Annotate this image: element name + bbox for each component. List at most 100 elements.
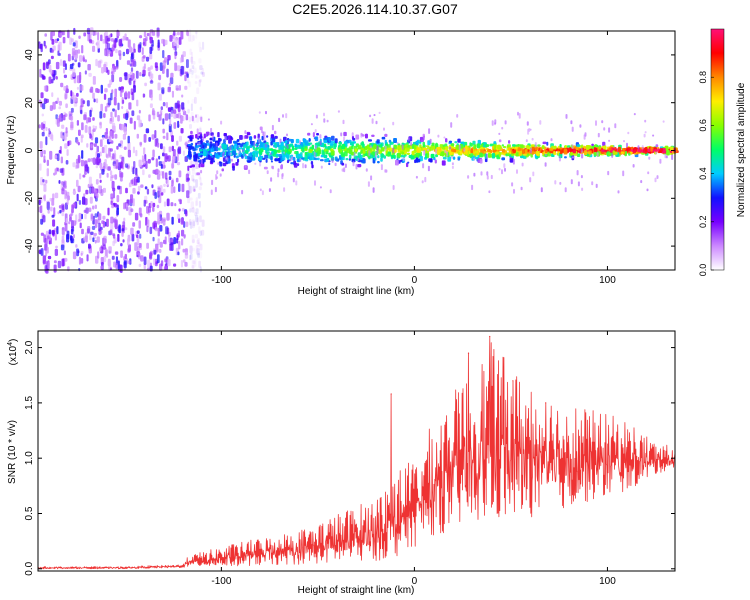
heatmap-cell [601, 120, 604, 124]
heatmap-cell [338, 145, 341, 147]
heatmap-cell [272, 137, 276, 143]
heatmap-cell [166, 198, 170, 207]
heatmap-cell [188, 220, 191, 226]
heatmap-cell [58, 180, 61, 184]
heatmap-cell [160, 143, 163, 150]
heatmap-cell [162, 118, 165, 125]
heatmap-cell [189, 165, 193, 168]
y-tick-label: 40 [24, 49, 35, 61]
heatmap-cell [263, 166, 268, 170]
heatmap-cell [85, 207, 89, 214]
heatmap-cell [406, 162, 409, 168]
heatmap-cell [77, 250, 80, 254]
heatmap-cell [87, 32, 91, 42]
x-tick-label: 100 [599, 576, 616, 587]
heatmap-cell [165, 226, 169, 235]
heatmap-cell [286, 160, 290, 164]
heatmap-cell [180, 115, 183, 124]
heatmap-cell [236, 142, 241, 145]
heatmap-cell [326, 158, 330, 162]
heatmap-cell [647, 148, 651, 152]
spectrogram-y-label: Frequency (Hz) [6, 116, 17, 185]
heatmap-cell [108, 34, 111, 39]
heatmap-cell [112, 108, 115, 112]
heatmap-cell [289, 157, 292, 162]
heatmap-cell [162, 188, 166, 193]
heatmap-cell [43, 40, 46, 47]
heatmap-cell [99, 247, 102, 252]
heatmap-cell [56, 97, 60, 103]
heatmap-cell [408, 155, 412, 158]
heatmap-cell [430, 153, 435, 159]
heatmap-cell [197, 238, 200, 245]
heatmap-cell [157, 170, 160, 174]
heatmap-cell [82, 196, 86, 205]
heatmap-cell [108, 50, 111, 54]
heatmap-cell [183, 234, 186, 239]
heatmap-cell [146, 242, 149, 249]
heatmap-cell [655, 151, 658, 155]
heatmap-cell [376, 145, 379, 151]
heatmap-cell [611, 153, 614, 158]
heatmap-cell [437, 149, 441, 154]
heatmap-cell [72, 234, 75, 239]
heatmap-cell [180, 30, 184, 40]
heatmap-cell [48, 76, 52, 84]
heatmap-cell [115, 159, 119, 167]
heatmap-cell [457, 151, 461, 155]
heatmap-cell [409, 144, 413, 150]
heatmap-cell [325, 145, 327, 149]
heatmap-cell [55, 114, 58, 120]
heatmap-cell [539, 147, 542, 151]
heatmap-cell [202, 136, 204, 142]
heatmap-cell [246, 133, 251, 136]
heatmap-cell [100, 189, 104, 196]
heatmap-cell [94, 190, 98, 197]
heatmap-cell [656, 175, 659, 179]
heatmap-cell [52, 219, 56, 227]
heatmap-cell [597, 132, 600, 138]
heatmap-cell [488, 190, 491, 194]
heatmap-cell [195, 244, 199, 254]
heatmap-cell [176, 152, 179, 162]
heatmap-cell [454, 141, 458, 144]
heatmap-cell [119, 124, 124, 131]
heatmap-cell [196, 217, 199, 226]
heatmap-cell [157, 39, 160, 48]
heatmap-cell [88, 126, 92, 135]
heatmap-cell [422, 163, 425, 169]
heatmap-cell [541, 145, 545, 149]
heatmap-cell [368, 150, 371, 157]
heatmap-cell [125, 203, 129, 212]
heatmap-cell [480, 171, 483, 176]
heatmap-cell [111, 255, 115, 260]
heatmap-cell [621, 151, 625, 154]
heatmap-cell [564, 187, 567, 193]
heatmap-cell [96, 40, 100, 49]
heatmap-cell [354, 148, 357, 152]
heatmap-cell [102, 39, 106, 44]
heatmap-cell [138, 220, 141, 229]
heatmap-cell [280, 157, 283, 162]
heatmap-cell [244, 165, 247, 168]
heatmap-cell [124, 253, 127, 260]
heatmap-cell [168, 82, 172, 86]
heatmap-cell [89, 88, 92, 93]
heatmap-cell [50, 55, 54, 60]
heatmap-cell [168, 234, 171, 243]
heatmap-cell [189, 124, 192, 129]
heatmap-cell [125, 112, 129, 121]
heatmap-cell [283, 151, 286, 154]
heatmap-cell [265, 158, 268, 163]
heatmap-cell [76, 193, 79, 202]
heatmap-cell [129, 117, 133, 124]
heatmap-cell [178, 135, 182, 142]
heatmap-cell [71, 220, 74, 229]
heatmap-cell [85, 232, 88, 240]
heatmap-cell [520, 186, 523, 191]
heatmap-cell [463, 148, 466, 152]
heatmap-cell [373, 114, 376, 117]
heatmap-cell [205, 140, 209, 143]
heatmap-cell [211, 155, 214, 158]
heatmap-cell [157, 218, 161, 225]
